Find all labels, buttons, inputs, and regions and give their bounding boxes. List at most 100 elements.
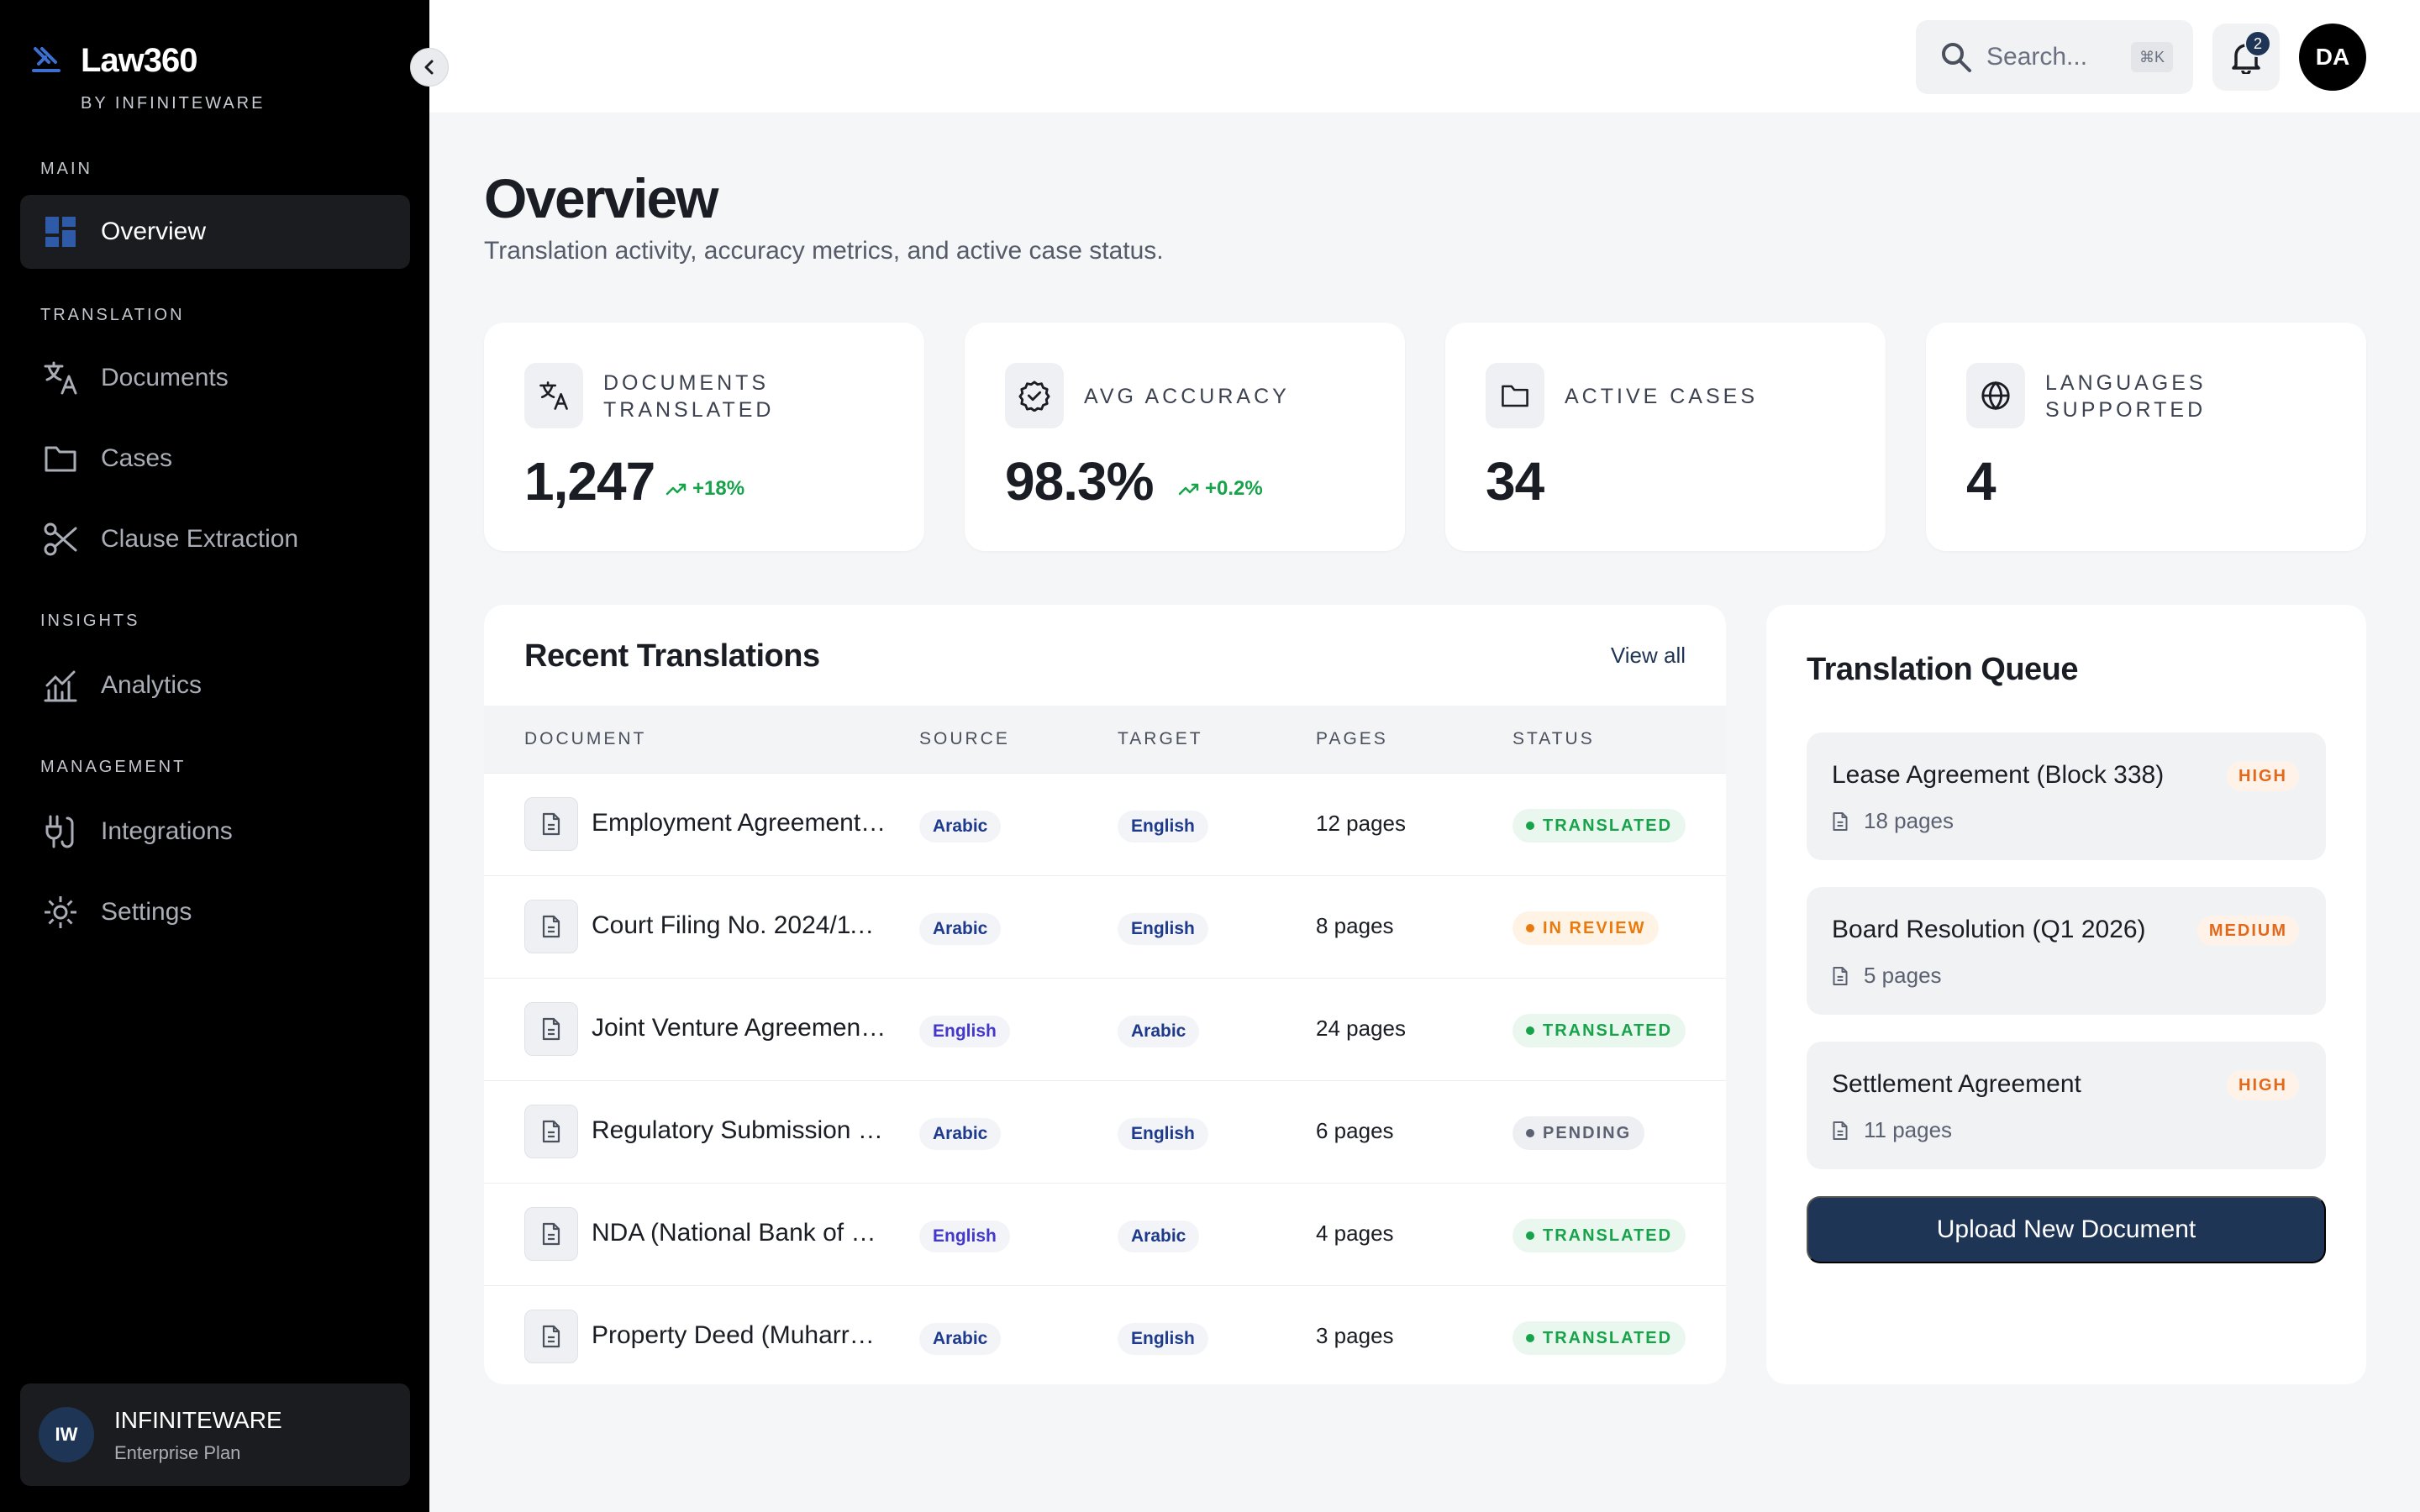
queue-item[interactable]: Settlement Agreement HIGH 11 pages	[1807, 1042, 2326, 1169]
queue-item-name: Board Resolution (Q1 2026)	[1832, 916, 2146, 943]
collapse-sidebar-button[interactable]	[410, 48, 449, 87]
queue-item-name: Settlement Agreement	[1832, 1070, 2081, 1098]
document-name: Employment Agreement - Al Rajhi Trading …	[592, 809, 887, 837]
trend-up-icon	[1178, 483, 1199, 496]
law-logo-icon	[32, 47, 60, 72]
globe-icon	[1966, 363, 2025, 428]
folder-icon	[1486, 363, 1544, 428]
stat-delta: +18%	[666, 477, 744, 501]
stat-card-languages-supported: LANGUAGES SUPPORTED 4	[1926, 323, 2366, 551]
scissors-icon	[42, 521, 79, 558]
user-avatar[interactable]: DA	[2299, 24, 2366, 91]
document-icon	[524, 1105, 578, 1158]
stat-label: ACTIVE CASES	[1565, 385, 1758, 408]
table-row[interactable]: Employment Agreement - Al Rajhi Trading …	[484, 773, 1726, 875]
folder-icon	[42, 440, 79, 477]
org-avatar: IW	[39, 1407, 94, 1462]
sidebar-item-settings[interactable]: Settings	[20, 875, 410, 949]
sidebar-item-label: Integrations	[101, 817, 233, 845]
recent-translations-panel: Recent Translations View all DOCUMENT SO…	[484, 605, 1726, 1384]
search-input[interactable]: Search... ⌘K	[1916, 20, 2193, 94]
column-header-target[interactable]: TARGET	[1118, 729, 1203, 748]
table-row[interactable]: NDA (National Bank of Kuwait) English Ar…	[484, 1183, 1726, 1285]
org-switcher[interactable]: IW INFINITEWARE Enterprise Plan	[20, 1383, 410, 1486]
status-badge: TRANSLATED	[1512, 809, 1686, 843]
table-header: DOCUMENT SOURCE TARGET PAGES STATUS	[484, 706, 1726, 773]
document-icon	[1833, 811, 1848, 831]
stat-card-documents-translated: DOCUMENTS TRANSLATED 1,247 +18%	[484, 323, 924, 551]
notifications-button[interactable]: 2	[2212, 24, 2280, 91]
source-language-badge: Arabic	[919, 1323, 1002, 1355]
chevron-left-icon	[424, 60, 434, 75]
stat-delta-value: +0.2%	[1205, 477, 1263, 500]
sidebar-item-clause-extraction[interactable]: Clause Extraction	[20, 502, 410, 576]
target-language-badge: Arabic	[1118, 1221, 1200, 1252]
stat-delta-value: +18%	[692, 477, 745, 500]
target-language-badge: Arabic	[1118, 1016, 1200, 1047]
stat-card-active-cases: ACTIVE CASES 34	[1445, 323, 1886, 551]
brand-name: Law360	[81, 42, 198, 79]
stat-card-avg-accuracy: AVG ACCURACY 98.3% +0.2%	[965, 323, 1405, 551]
sidebar-item-analytics[interactable]: Analytics	[20, 648, 410, 722]
stat-value: 4	[1966, 451, 1996, 512]
search-icon	[1942, 43, 1971, 72]
column-header-pages[interactable]: PAGES	[1316, 729, 1388, 748]
stat-delta: +0.2%	[1178, 477, 1263, 501]
upload-new-document-button[interactable]: Upload New Document	[1807, 1196, 2326, 1263]
source-language-badge: English	[919, 1221, 1010, 1252]
nav-section-insights: INSIGHTS	[40, 612, 140, 630]
page-count: 4 pages	[1316, 1221, 1394, 1246]
page-count: 12 pages	[1316, 811, 1406, 836]
document-name: NDA (National Bank of Kuwait)	[592, 1219, 887, 1247]
sidebar-item-label: Clause Extraction	[101, 525, 299, 553]
sidebar-item-cases[interactable]: Cases	[20, 422, 410, 496]
column-header-source[interactable]: SOURCE	[919, 729, 1010, 748]
trend-up-icon	[666, 483, 687, 496]
table-row[interactable]: Court Filing No. 2024/1187 Arabic Englis…	[484, 875, 1726, 978]
queue-item-pages: 5 pages	[1832, 963, 1942, 989]
page-count: 6 pages	[1316, 1118, 1394, 1143]
org-name: INFINITEWARE	[114, 1407, 282, 1433]
document-name: Court Filing No. 2024/1187	[592, 911, 887, 939]
document-name: Regulatory Submission - Ministry of Comm…	[592, 1116, 887, 1144]
sidebar-item-label: Overview	[101, 218, 207, 245]
document-icon	[524, 797, 578, 851]
stat-label: LANGUAGES SUPPORTED	[2045, 371, 2207, 422]
status-badge: IN REVIEW	[1512, 911, 1660, 945]
document-name: Joint Venture Agreement - Gulf Partners	[592, 1014, 887, 1042]
table-row[interactable]: Property Deed (Muharraq Plot 77) Arabic …	[484, 1285, 1726, 1384]
queue-item[interactable]: Board Resolution (Q1 2026) MEDIUM 5 page…	[1807, 887, 2326, 1015]
target-language-badge: English	[1118, 913, 1208, 945]
column-header-status[interactable]: STATUS	[1512, 729, 1595, 748]
translate-icon	[42, 360, 79, 396]
search-placeholder: Search...	[1986, 43, 2088, 71]
queue-item-pages: 11 pages	[1832, 1117, 1952, 1143]
table-row[interactable]: Regulatory Submission - Ministry of Comm…	[484, 1080, 1726, 1183]
translate-icon	[524, 363, 583, 428]
document-icon	[1833, 966, 1848, 985]
page-subtitle: Translation activity, accuracy metrics, …	[484, 237, 1164, 265]
stat-label: AVG ACCURACY	[1084, 385, 1290, 408]
table-row[interactable]: Joint Venture Agreement - Gulf Partners …	[484, 978, 1726, 1080]
search-shortcut: ⌘K	[2130, 42, 2173, 72]
panel-title: Recent Translations	[524, 638, 820, 674]
queue-item[interactable]: Lease Agreement (Block 338) HIGH 18 page…	[1807, 732, 2326, 860]
target-language-badge: English	[1118, 1323, 1208, 1355]
sidebar-item-integrations[interactable]: Integrations	[20, 795, 410, 869]
source-language-badge: Arabic	[919, 1118, 1002, 1150]
source-language-badge: Arabic	[919, 811, 1002, 843]
view-all-link[interactable]: View all	[1610, 643, 1686, 668]
status-badge: TRANSLATED	[1512, 1219, 1686, 1252]
stat-label: DOCUMENTS TRANSLATED	[603, 371, 775, 422]
document-icon	[524, 1002, 578, 1056]
queue-item-pages: 18 pages	[1832, 808, 1954, 834]
column-header-document[interactable]: DOCUMENT	[524, 729, 647, 748]
priority-badge: MEDIUM	[2196, 916, 2299, 946]
priority-badge: HIGH	[2227, 1070, 2299, 1100]
page-count: 24 pages	[1316, 1016, 1406, 1041]
sidebar-item-documents[interactable]: Documents	[20, 341, 410, 415]
panel-title: Translation Queue	[1807, 652, 2079, 687]
queue-item-name: Lease Agreement (Block 338)	[1832, 761, 2165, 789]
document-icon	[524, 900, 578, 953]
sidebar-item-overview[interactable]: Overview	[20, 195, 410, 269]
